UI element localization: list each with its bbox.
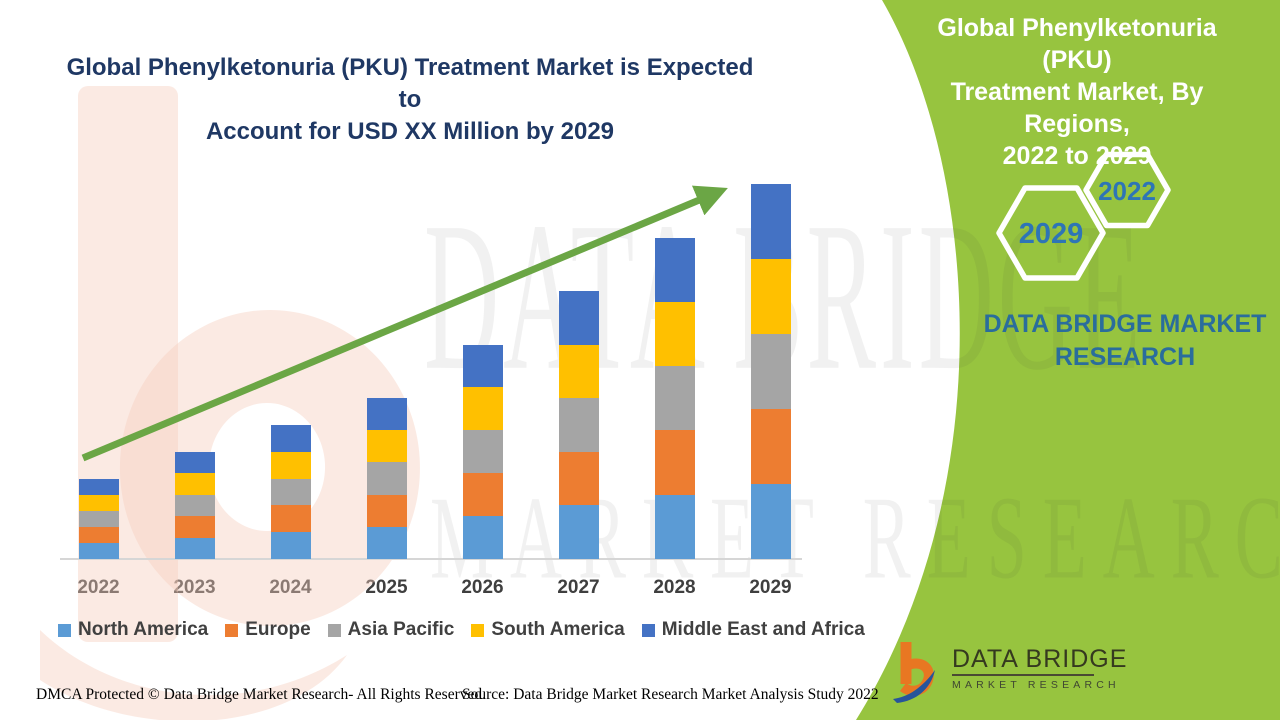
legend-label-asia-pacific: Asia Pacific	[347, 619, 455, 640]
bar-2025-segment-europe	[366, 494, 407, 527]
bar-2023-segment-asia-pacific	[174, 494, 215, 517]
legend-swatch-europe	[225, 623, 239, 637]
brand-heading: DATA BRIDGE MARKET RESEARCH	[950, 308, 1280, 374]
footer-dmca-text: DMCA Protected © Data Bridge Market Rese…	[36, 686, 486, 703]
legend-item-middle-east-and-africa: Middle East and Africa	[641, 619, 865, 641]
legend-label-middle-east-and-africa: Middle East and Africa	[661, 619, 865, 640]
footer-source-text: Source: Data Bridge Market Research Mark…	[462, 686, 879, 703]
legend: North America Europe Asia Pacific South Ame…	[58, 619, 865, 641]
right-panel-title-line1: Global Phenylketonuria (PKU)	[937, 14, 1217, 74]
brand-heading-line2: RESEARCH	[1054, 343, 1196, 371]
legend-label-europe: Europe	[245, 619, 311, 640]
bar-2023-segment-europe	[174, 516, 215, 538]
legend-item-north-america: North America	[58, 619, 208, 641]
bar-2029-segment-europe	[750, 409, 791, 484]
right-panel-title: Global Phenylketonuria (PKU) Treatment M…	[900, 12, 1254, 172]
legend-swatch-south-america	[471, 623, 485, 637]
data-bridge-logo-icon	[893, 642, 935, 703]
bar-2024	[270, 425, 311, 559]
page-title-line1: Global Phenylketonuria (PKU) Treatment M…	[66, 54, 754, 113]
bar-2027-segment-north-america	[558, 505, 599, 559]
logo-tagline: MARKET RESEARCH	[952, 679, 1120, 691]
bar-2026-segment-south-america	[462, 387, 503, 431]
page-title: Global Phenylketonuria (PKU) Treatment M…	[58, 52, 762, 148]
hexagon-2029-label: 2029	[1018, 218, 1084, 250]
bar-2029-segment-middle-east-and-africa	[750, 184, 791, 259]
bar-2028-segment-south-america	[654, 301, 695, 367]
bar-2029-segment-south-america	[750, 259, 791, 334]
x-axis-label-2022: 2022	[77, 577, 120, 598]
bar-2026-segment-europe	[462, 473, 503, 517]
logo-name: DATA BRIDGE	[952, 645, 1128, 673]
bar-2023	[174, 452, 215, 559]
bar-2027-segment-europe	[558, 451, 599, 506]
bar-2022-segment-north-america	[78, 542, 119, 559]
logo-underline	[952, 674, 1094, 676]
bar-2027-segment-middle-east-and-africa	[558, 291, 599, 345]
legend-swatch-asia-pacific	[327, 623, 341, 637]
legend-swatch-middle-east-and-africa	[641, 623, 655, 637]
bar-2027-segment-south-america	[558, 344, 599, 399]
bar-2024-segment-south-america	[270, 451, 311, 479]
x-axis-label-2029: 2029	[749, 577, 792, 598]
legend-item-asia-pacific: Asia Pacific	[327, 619, 455, 641]
brand-heading-line1: DATA BRIDGE MARKET	[983, 310, 1267, 338]
x-axis-label-2027: 2027	[557, 577, 600, 598]
bar-2023-segment-middle-east-and-africa	[174, 452, 215, 474]
bar-2024-segment-europe	[270, 505, 311, 533]
hexagon-2022-label: 2022	[1098, 176, 1156, 206]
bar-2024-segment-middle-east-and-africa	[270, 425, 311, 452]
bar-2025-segment-north-america	[366, 526, 407, 559]
bar-2027	[558, 291, 599, 559]
legend-swatch-north-america	[58, 623, 71, 637]
page-title-line2: Account for USD XX Million by 2029	[205, 118, 615, 145]
x-axis-line	[60, 558, 802, 560]
x-axis-label-2024: 2024	[269, 577, 312, 598]
bar-2028-segment-north-america	[654, 494, 695, 559]
bar-2028-segment-middle-east-and-africa	[654, 237, 695, 302]
bar-2028-segment-europe	[654, 430, 695, 495]
legend-label-south-america: South America	[491, 619, 625, 640]
bar-2025-segment-asia-pacific	[366, 462, 407, 495]
bar-2026-segment-north-america	[462, 516, 503, 559]
legend-label-north-america: North America	[78, 619, 209, 640]
bar-2022-segment-europe	[78, 526, 119, 543]
bar-2027-segment-asia-pacific	[558, 398, 599, 452]
bar-2023-segment-south-america	[174, 473, 215, 495]
legend-item-europe: Europe	[225, 619, 311, 641]
bar-2029-segment-north-america	[750, 484, 791, 559]
right-panel-title-line2: Treatment Market, By Regions,	[950, 78, 1204, 138]
bar-2024-segment-asia-pacific	[270, 478, 311, 506]
bar-2023-segment-north-america	[174, 537, 215, 559]
bar-2025-segment-south-america	[366, 430, 407, 463]
bar-2022-segment-asia-pacific	[78, 510, 119, 527]
bar-2025	[366, 398, 407, 559]
bar-2022-segment-middle-east-and-africa	[78, 478, 119, 495]
x-axis-label-2025: 2025	[365, 577, 408, 598]
x-axis-label-2023: 2023	[173, 577, 216, 598]
bar-2026-segment-middle-east-and-africa	[462, 344, 503, 388]
bar-2028	[654, 237, 695, 559]
bar-2025-segment-middle-east-and-africa	[366, 398, 407, 431]
right-panel-title-line3: 2022 to 2029	[1002, 142, 1152, 170]
x-axis-label-2028: 2028	[653, 577, 696, 598]
bar-2026	[462, 344, 503, 559]
x-axis-label-2026: 2026	[461, 577, 504, 598]
bar-2028-segment-asia-pacific	[654, 366, 695, 431]
bar-2024-segment-north-america	[270, 532, 311, 559]
bar-2029-segment-asia-pacific	[750, 334, 791, 409]
bar-2022-segment-south-america	[78, 494, 119, 511]
legend-item-south-america: South America	[471, 619, 625, 641]
bar-2022	[78, 478, 119, 559]
bar-2029	[750, 184, 791, 559]
bar-2026-segment-asia-pacific	[462, 430, 503, 474]
